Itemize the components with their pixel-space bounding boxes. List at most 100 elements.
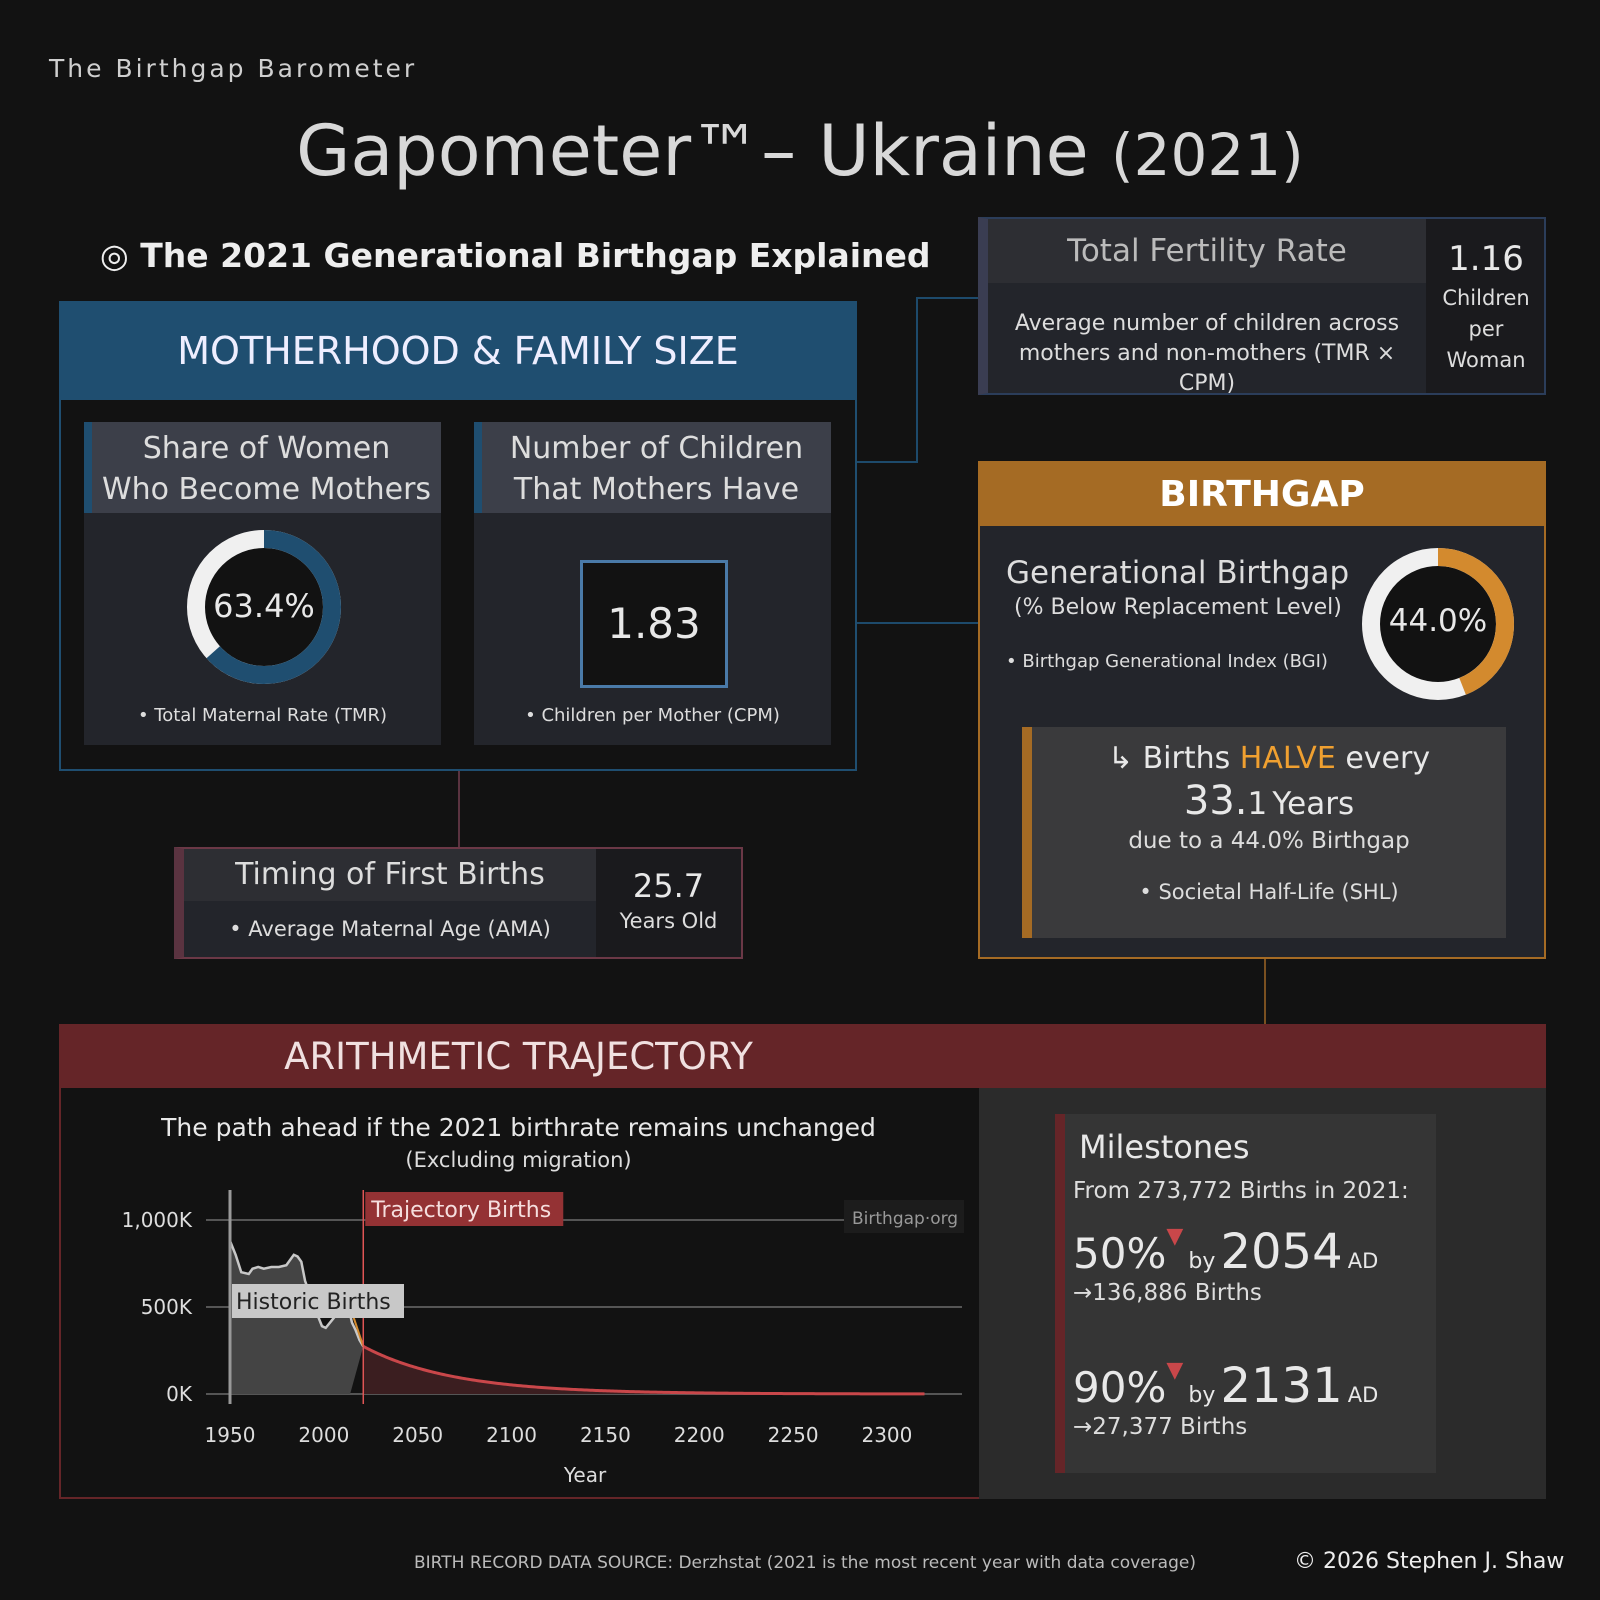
shl-halve: HALVE <box>1239 741 1336 776</box>
bgi-value: 44.0% <box>1388 603 1488 639</box>
title-year: (2021) <box>1110 121 1304 189</box>
trajectory-header: ARITHMETIC TRAJECTORY <box>61 1026 1544 1088</box>
trajectory-subtitle-2: (Excluding migration) <box>405 1148 632 1172</box>
trajectory-line <box>362 1345 925 1396</box>
bgi-title: Generational Birthgap <box>1006 555 1350 591</box>
down-triangle-icon: ▼ <box>1166 1224 1184 1249</box>
bgi-note: • Birthgap Generational Index (BGI) <box>1006 651 1328 672</box>
shl-years-unit: Years <box>1272 786 1355 822</box>
shl-line: ↳ Births HALVE every <box>1032 741 1506 776</box>
shl-note: • Societal Half-Life (SHL) <box>1139 880 1399 904</box>
tfr-desc-1: Average number of children across <box>1014 311 1400 336</box>
bgi-donut-arc <box>1362 548 1514 700</box>
x-tick-label: 2200 <box>674 1423 725 1447</box>
connector <box>916 297 978 299</box>
milestone-by: by <box>1188 1383 1216 1408</box>
milestone-ad: AD <box>1347 1249 1379 1273</box>
x-tick-label: 1950 <box>205 1423 256 1447</box>
milestones-title: Milestones <box>1079 1128 1250 1166</box>
share-card: Share of Women Who Become Mothers 63.4% … <box>84 422 441 745</box>
shl-years-big: 33. <box>1183 778 1248 824</box>
shl-pre: Births <box>1142 741 1231 776</box>
trajectory-births-label: Trajectory Births <box>370 1198 551 1223</box>
tfr-desc-2: mothers and non-mothers (TMR × CPM) <box>1018 341 1396 396</box>
milestones-card: Milestones From 273,772 Births in 2021: … <box>1055 1114 1436 1473</box>
motherhood-panel: MOTHERHOOD & FAMILY SIZE <box>59 301 857 771</box>
connector <box>1264 959 1266 1024</box>
shl-box: ↳ Births HALVE every 33.1 Years due to a… <box>1022 727 1506 938</box>
hook-arrow-icon: ↳ <box>1107 741 1134 776</box>
connector <box>916 297 918 463</box>
x-tick-label: 2300 <box>861 1423 912 1447</box>
tmr-donut-arc <box>187 530 341 684</box>
x-axis-title: Year <box>563 1463 607 1487</box>
milestone-2: 90%▼ by 2131 AD →27,377 Births <box>1073 1358 1378 1440</box>
title-main: Gapometer™– Ukraine <box>296 110 1089 192</box>
trajectory-subtitle: The path ahead if the 2021 birthrate rem… <box>161 1113 876 1142</box>
tfr-unit-3: Woman <box>1446 348 1526 372</box>
ama-value: 25.7 <box>632 867 705 905</box>
x-tick-label: 2250 <box>768 1423 819 1447</box>
watermark-bg <box>844 1200 964 1233</box>
milestone-pct: 90% <box>1073 1363 1167 1412</box>
y-tick-label: 500K <box>141 1295 193 1319</box>
tmr-note: • Total Maternal Rate (TMR) <box>137 705 388 726</box>
milestones-from: From 273,772 Births in 2021: <box>1073 1178 1409 1204</box>
tfr-value: 1.16 <box>1448 239 1524 279</box>
connector <box>458 770 460 847</box>
section-heading: ◎ The 2021 Generational Birthgap Explain… <box>100 236 931 275</box>
milestone-births: →27,377 Births <box>1073 1414 1248 1440</box>
historic-label-bg <box>232 1284 404 1318</box>
shl-due: due to a 44.0% Birthgap <box>1128 828 1410 854</box>
x-tick-label: 2100 <box>486 1423 537 1447</box>
shl-years-small: 1 <box>1247 786 1268 822</box>
children-card-header: Number of Children That Mothers Have <box>474 422 831 513</box>
milestones-area: Milestones From 273,772 Births in 2021: … <box>979 1088 1546 1499</box>
tmr-value: 63.4% <box>213 587 315 625</box>
trajectory-panel: ARITHMETIC TRAJECTORY The path ahead if … <box>59 1024 1546 1499</box>
page-title: Gapometer™– Ukraine (2021) <box>0 110 1600 192</box>
bgi-donut <box>1362 548 1514 700</box>
trajectory-title: ARITHMETIC TRAJECTORY <box>284 1035 753 1078</box>
share-title-1: Share of Women <box>142 431 391 466</box>
tfr-unit: Children per Woman <box>1426 283 1546 376</box>
x-tick-label: 2150 <box>580 1423 631 1447</box>
children-card: Number of Children That Mothers Have 1.8… <box>474 422 831 745</box>
data-source: BIRTH RECORD DATA SOURCE: Derzhstat (202… <box>414 1553 1196 1573</box>
connector <box>857 622 978 624</box>
tfr-desc: Average number of children across mother… <box>988 283 1426 396</box>
ama-unit: Years Old <box>619 909 718 933</box>
births-chart: 0K 500K 1,000K 1950 2000 2050 2100 2150 2200 2250… <box>122 1190 964 1487</box>
copyright: © 2026 Stephen J. Shaw <box>1294 1549 1565 1574</box>
trajectory-label-bg <box>365 1192 564 1226</box>
cpm-note: • Children per Mother (CPM) <box>525 705 780 726</box>
birthgap-panel: BIRTHGAP Generational Birthgap (% Below … <box>978 461 1546 959</box>
tmr-donut <box>187 530 341 684</box>
milestone-ad: AD <box>1347 1383 1379 1407</box>
down-triangle-icon: ▼ <box>1166 1358 1184 1383</box>
tfr-title: Total Fertility Rate <box>988 219 1426 283</box>
motherhood-header: MOTHERHOOD & FAMILY SIZE <box>61 303 855 400</box>
brand-label: The Birthgap Barometer <box>49 54 418 83</box>
watermark: Birthgap·org <box>852 1209 958 1229</box>
shl-years: 33.1 Years <box>1032 778 1506 824</box>
milestone-births: →136,886 Births <box>1073 1280 1262 1306</box>
milestone-1: 50%▼ by 2054 AD →136,886 Births <box>1073 1224 1378 1306</box>
milestone-year: 2054 <box>1220 1224 1343 1280</box>
x-tick-label: 2050 <box>392 1423 443 1447</box>
y-tick-label: 1,000K <box>122 1208 193 1232</box>
milestone-year: 2131 <box>1220 1358 1343 1414</box>
tfr-unit-1: Children <box>1442 286 1530 310</box>
milestone-by: by <box>1188 1249 1216 1274</box>
x-tick-label: 2000 <box>298 1423 349 1447</box>
bgi-subtitle: (% Below Replacement Level) <box>1014 595 1342 620</box>
milestone-pct: 50% <box>1073 1229 1167 1278</box>
y-tick-label: 0K <box>166 1382 193 1406</box>
tfr-panel: Total Fertility Rate Average number of c… <box>978 217 1546 396</box>
share-title-2: Who Become Mothers <box>101 472 432 507</box>
shl-post: every <box>1345 741 1431 776</box>
timing-panel: Timing of First Births • Average Materna… <box>174 847 743 959</box>
cpm-value-box: 1.83 <box>580 560 728 688</box>
share-card-header: Share of Women Who Become Mothers <box>84 422 441 513</box>
children-title-1: Number of Children <box>509 431 804 466</box>
